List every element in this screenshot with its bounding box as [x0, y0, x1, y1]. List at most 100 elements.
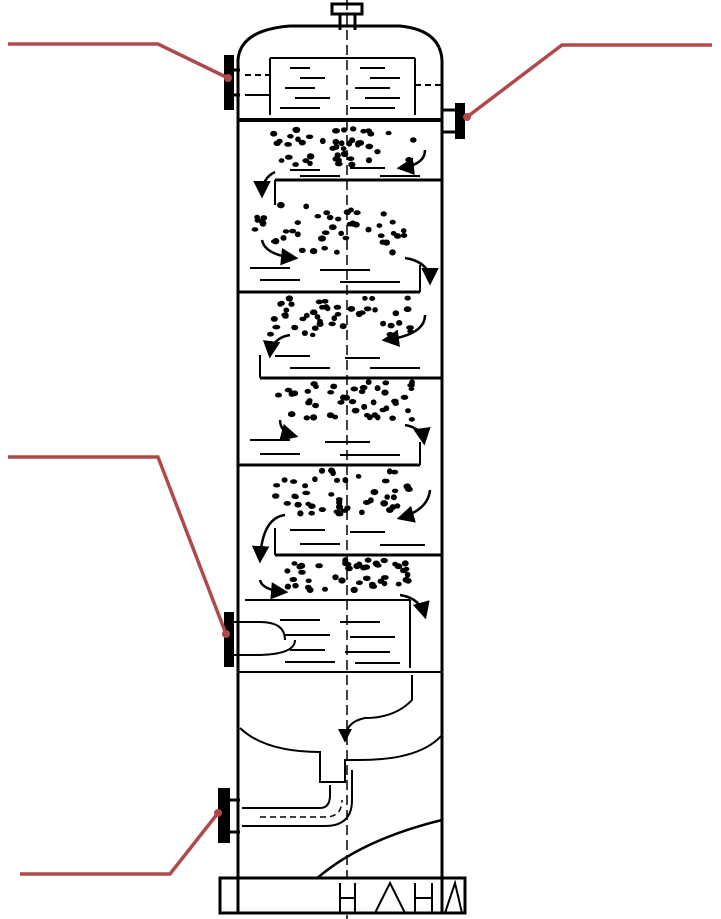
- vapor-bubble: [323, 210, 331, 216]
- vapor-bubble: [302, 158, 310, 164]
- vapor-outlet-nozzle: [442, 103, 465, 139]
- vapor-bubble: [332, 574, 339, 581]
- vapor-bubble: [374, 414, 381, 421]
- vapor-bubble: [355, 474, 362, 479]
- callout-middle-left: [8, 455, 230, 638]
- vapor-bubble: [353, 210, 361, 216]
- vapor-bubble: [340, 394, 347, 401]
- reflux-liquid-hatching: [280, 67, 400, 109]
- vapor-bubble: [298, 569, 306, 575]
- vapor-bubble: [307, 160, 313, 166]
- vapor-bubble: [304, 388, 311, 394]
- vapor-bubble: [284, 142, 292, 147]
- vapor-bubble: [391, 469, 399, 475]
- callout-bottom-left: [20, 809, 222, 876]
- vapor-bubble: [380, 320, 387, 327]
- tray-1: [274, 178, 442, 205]
- vapor-bubble: [377, 233, 385, 238]
- vapor-bubble: [374, 385, 381, 392]
- vapor-bubble: [374, 563, 382, 568]
- vapor-bubble: [389, 219, 396, 225]
- vapor-bubble: [363, 306, 372, 312]
- vapor-bubble: [335, 216, 342, 222]
- vapor-bubble: [270, 316, 278, 322]
- vapor-bubble: [405, 486, 413, 493]
- vapor-bubble: [272, 493, 280, 499]
- vapor-bubble: [345, 565, 353, 572]
- vapor-bubble: [314, 214, 322, 219]
- vapor-bubble: [319, 137, 326, 145]
- vapor-bubble: [328, 492, 335, 497]
- vapor-bubble: [365, 157, 373, 164]
- vapor-bubble: [379, 407, 387, 413]
- vapor-bubble: [400, 228, 407, 234]
- vapor-bubble: [328, 321, 336, 327]
- callout-top-right: [463, 43, 712, 121]
- vapor-bubble: [408, 417, 415, 422]
- vapor-bubble: [349, 220, 356, 227]
- bottom-inlet-nozzle: [218, 788, 260, 843]
- vapor-bubble: [281, 312, 289, 318]
- vapor-bubble: [394, 503, 401, 509]
- vapor-bubble: [302, 483, 309, 489]
- vapor-bubble: [334, 249, 340, 255]
- vapor-bubble: [284, 154, 293, 160]
- vapor-bubble: [335, 497, 343, 502]
- vapor-bubble: [305, 134, 314, 140]
- vapor-bubble: [405, 157, 413, 163]
- vapor-bubble: [283, 307, 290, 313]
- vapor-bubble: [389, 249, 396, 256]
- vapor-bubble: [311, 325, 319, 331]
- vapor-bubble: [298, 139, 306, 146]
- vapor-bubble: [312, 402, 320, 409]
- vapor-bubble: [306, 153, 315, 160]
- vapor-bubble: [400, 394, 409, 400]
- vapor-bubble: [333, 477, 341, 483]
- vapor-bubble: [344, 505, 351, 511]
- vapor-bubble: [305, 400, 313, 406]
- vapor-bubble: [328, 224, 337, 231]
- vapor-bubble: [370, 489, 379, 496]
- vapor-bubble: [260, 215, 268, 221]
- tray-3: [259, 355, 442, 380]
- vapor-bubble: [290, 479, 298, 484]
- vapor-bubble: [404, 295, 411, 301]
- vapor-bubble: [342, 560, 349, 567]
- vapor-bubble: [381, 478, 390, 484]
- vapor-bubble: [358, 310, 366, 316]
- vapor-bubble: [360, 128, 367, 134]
- vapor-bubble: [358, 389, 366, 395]
- vapor-bubble: [381, 575, 389, 580]
- vapor-bubble: [380, 211, 387, 217]
- vapor-bubble: [396, 320, 403, 326]
- vapor-bubble: [350, 386, 359, 392]
- vapor-bubble: [283, 501, 291, 506]
- tray-2: [238, 265, 421, 294]
- vapor-bubble: [251, 227, 259, 232]
- vapor-bubble: [386, 507, 394, 513]
- vapor-bubble: [392, 310, 400, 317]
- vapor-bubble: [362, 564, 371, 570]
- vapor-bubble: [369, 296, 376, 301]
- vapor-bubble: [400, 233, 408, 238]
- vapor-bubble: [403, 306, 412, 313]
- vapor-bubble: [333, 304, 342, 310]
- vapor-bubbles: [251, 126, 417, 594]
- vapor-bubble: [343, 209, 351, 216]
- vapor-bubble: [321, 230, 330, 235]
- vapor-bubble: [359, 384, 368, 391]
- vapor-bubble: [334, 161, 343, 167]
- vapor-bubble: [294, 220, 301, 226]
- vapor-bubble: [330, 383, 338, 390]
- vapor-bubble: [315, 299, 323, 305]
- vapor-bubble: [390, 494, 397, 501]
- vapor-bubble: [340, 146, 347, 152]
- vapor-bubble: [393, 233, 402, 239]
- vapor-bubble: [348, 399, 357, 405]
- vapor-bubble: [293, 494, 299, 500]
- vapor-bubble: [381, 389, 389, 396]
- vapor-bubble: [338, 230, 345, 236]
- vapor-bubble: [276, 138, 283, 144]
- vapor-bubble: [291, 324, 299, 331]
